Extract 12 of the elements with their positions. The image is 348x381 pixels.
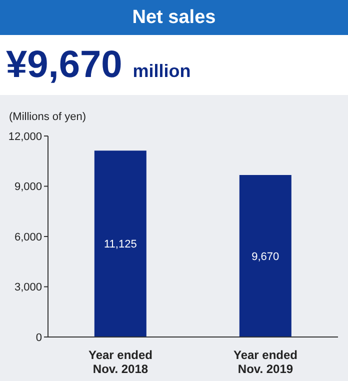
- data-label: 11,125: [104, 238, 137, 251]
- x-tick-label: Year ended Nov. 2018: [88, 348, 153, 376]
- y-tick-label: 9,000: [14, 181, 42, 194]
- x-tick-label: Year ended Nov. 2019: [233, 348, 298, 376]
- y-tick-label: 6,000: [14, 231, 42, 244]
- data-label: 9,670: [252, 250, 280, 263]
- y-axis-title: (Millions of yen): [9, 111, 86, 123]
- chart-title: Net sales: [0, 0, 348, 35]
- chart-subtitle: ¥9,670 million: [6, 44, 191, 86]
- y-tick-label: 0: [36, 332, 42, 344]
- y-tick-label: 12,000: [8, 130, 42, 143]
- y-tick-label: 3,000: [14, 282, 42, 294]
